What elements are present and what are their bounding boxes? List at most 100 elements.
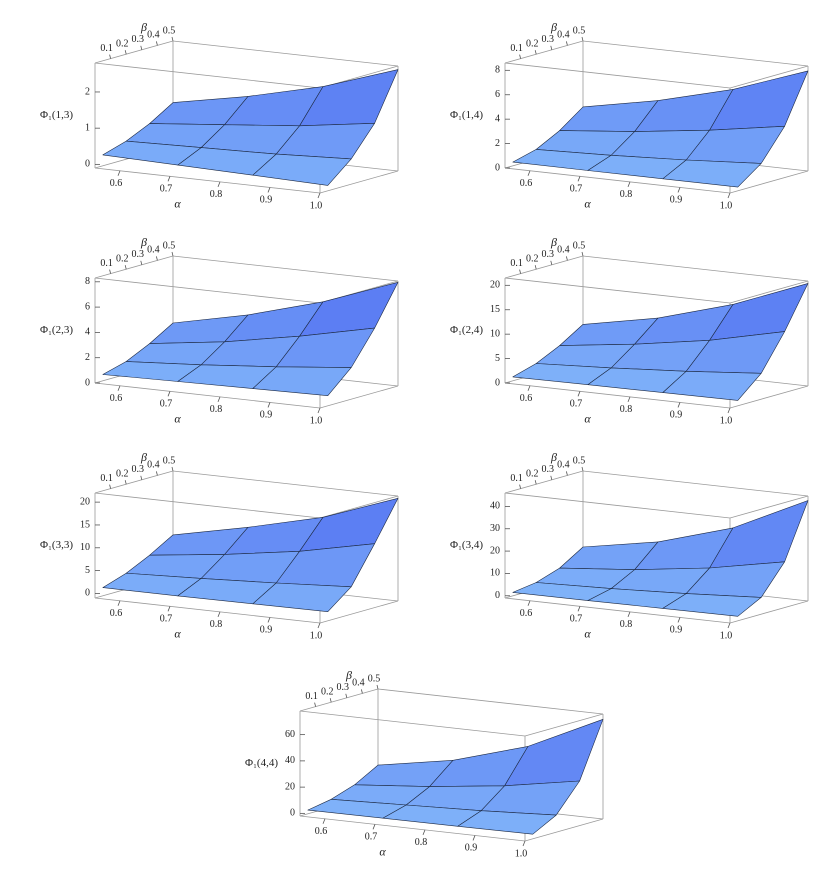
z-tick-label: 30 [490,523,500,534]
y-tick [171,36,174,42]
surface-plot: 0.6 0.7 0.8 0.9 1.0 α 0.1 0.2 0.3 0.4 0.5 β 0 2 4 6 8 Φ₁(… [40,235,399,426]
box-edge [172,470,399,497]
y-tick [566,471,568,476]
x-axis-title: α [174,626,181,640]
box-edge [94,40,174,64]
x-tick [577,606,581,612]
y-tick-label: 0.3 [542,34,555,45]
z-tick-label: 20 [490,545,500,556]
y-tick [581,251,584,257]
surface-face [662,593,762,617]
y-tick [109,484,111,489]
y-tick-label: 0.4 [147,30,160,41]
y-tick [171,251,174,257]
z-tick-label: 2 [85,86,90,97]
box-edge [504,492,731,519]
x-tick-label: 1.0 [720,630,733,641]
x-tick-label: 0.8 [210,189,223,200]
x-tick-label: 0.7 [365,832,378,843]
y-tick [361,689,363,694]
z-tick-label: 10 [490,328,500,339]
box-edge [377,688,604,715]
x-axis-title: α [584,626,591,640]
z-tick-label: 4 [85,327,90,338]
x-tick [422,829,426,836]
y-tick-label: 0.5 [368,673,381,684]
x-tick [117,600,121,606]
z-tick-label: 6 [495,89,500,100]
z-tick-label: 0 [495,377,500,388]
x-tick [167,176,171,182]
x-tick-label: 0.6 [520,608,533,619]
y-tick-label: 0.2 [116,253,129,264]
x-tick-label: 1.0 [720,200,733,211]
z-tick-label: 0 [290,808,295,819]
y-tick-label: 0.2 [321,686,334,697]
box-edge [504,470,584,494]
x-axis-title: α [584,196,591,210]
x-tick-label: 1.0 [310,200,323,211]
box-edge [729,385,809,409]
surface-face [457,810,557,835]
x-tick [527,600,531,606]
x-tick-label: 0.6 [110,608,123,619]
y-tick-label: 0.5 [163,25,176,36]
x-tick [317,622,321,629]
x-tick [472,835,476,841]
surface-face [252,366,352,396]
x-tick [267,187,271,193]
y-tick [156,471,158,476]
box-edge [504,597,731,624]
y-tick-label: 0.2 [526,468,539,479]
box-edge [94,382,321,409]
x-tick [627,396,631,403]
x-tick [727,407,731,414]
y-tick [581,36,584,42]
y-tick-label: 0.2 [116,468,129,479]
x-tick-label: 0.7 [570,399,583,410]
box-edge [94,167,321,194]
x-tick-label: 0.9 [670,195,683,206]
x-tick-label: 0.8 [620,619,633,630]
y-tick-label: 0.3 [132,34,145,45]
y-tick-label: 0.4 [352,678,365,689]
z-tick-label: 6 [85,301,90,312]
x-tick-label: 0.7 [160,614,173,625]
x-tick [267,617,271,623]
x-tick-label: 0.8 [210,619,223,630]
y-tick [519,269,521,274]
x-tick-label: 0.6 [315,826,328,837]
y-tick [550,45,553,50]
y-tick [345,693,348,698]
y-axis-title: β [140,450,147,464]
z-tick-label: 0 [85,159,90,170]
z-tick-label: 8 [495,65,500,76]
x-tick [217,396,221,403]
x-tick-label: 0.9 [670,410,683,421]
y-tick-label: 0.5 [163,455,176,466]
x-tick-label: 0.8 [210,404,223,415]
box-edge [319,495,399,519]
x-tick [527,385,531,391]
x-tick-label: 0.9 [465,843,478,854]
y-tick [519,54,521,59]
y-tick-label: 0.3 [542,249,555,260]
y-tick [534,265,537,270]
x-tick-label: 1.0 [310,415,323,426]
x-tick [677,617,681,623]
x-axis-title: α [174,411,181,425]
box-edge [729,65,809,89]
y-tick [566,41,568,46]
box-edge [94,62,321,89]
box-edge [582,40,809,67]
y-tick-label: 0.4 [147,460,160,471]
z-tick-label: 20 [80,496,90,507]
y-axis-title: β [550,20,557,34]
x-tick [267,402,271,408]
box-edge [299,815,526,842]
y-tick [519,484,521,489]
x-tick [577,176,581,182]
box-edge [729,280,809,304]
box-edge [94,492,321,519]
